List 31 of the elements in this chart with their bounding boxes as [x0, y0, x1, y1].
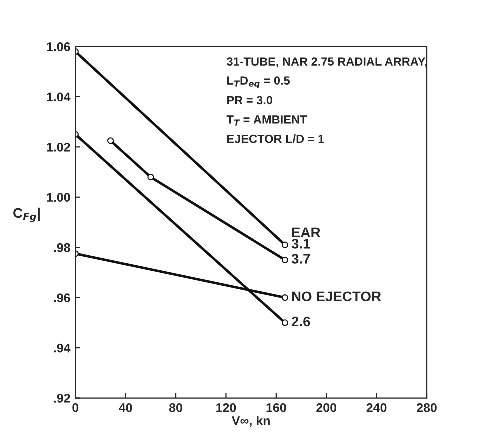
x-tick-label: 280: [417, 403, 437, 412]
y-axis-title: C$_{Fg}$|: [14, 208, 40, 222]
y-tick-label: 1.04: [47, 92, 71, 102]
y-tick-label: .98: [54, 243, 70, 252]
series-label: 3.1: [292, 238, 310, 249]
y-tick-label: .92: [54, 394, 70, 403]
x-tick-label: 0: [72, 403, 79, 412]
point: [148, 174, 154, 181]
x-tick-label: 200: [316, 403, 337, 412]
x-tick-label: 240: [366, 403, 387, 412]
y-tick-label: .94: [54, 344, 71, 353]
point: [282, 256, 288, 264]
annotation: T$_{T}$ = AMBIENT: [226, 116, 308, 126]
point: [107, 138, 114, 144]
series-label: 2.6: [292, 316, 310, 327]
annotation: EJECTOR L/D = 1: [228, 134, 324, 144]
annotation: 31-TUBE, NAR 2.75 RADIAL ARRAY,: [226, 58, 427, 68]
series-label: NO EJECTOR: [292, 292, 382, 302]
y-tick-label: 1.06: [47, 42, 70, 52]
x-tick-label: 160: [266, 403, 286, 412]
y-tick-label: .96: [54, 294, 70, 302]
y-tick-label: 1.02: [47, 142, 70, 152]
x-axis-title: V∞, kn: [232, 416, 270, 428]
series-label: 3.7: [292, 254, 310, 264]
y-tick-label: 1.00: [47, 193, 70, 202]
annotation: EAR: [292, 228, 321, 238]
annotation: PR = 3.0: [228, 96, 273, 105]
x-tick-label: 80: [169, 403, 182, 412]
x-tick-label: 120: [216, 403, 236, 412]
annotation: L$_{T}$D$_{eq}$ = 0.5: [228, 76, 290, 89]
x-tick-label: 40: [119, 403, 132, 412]
